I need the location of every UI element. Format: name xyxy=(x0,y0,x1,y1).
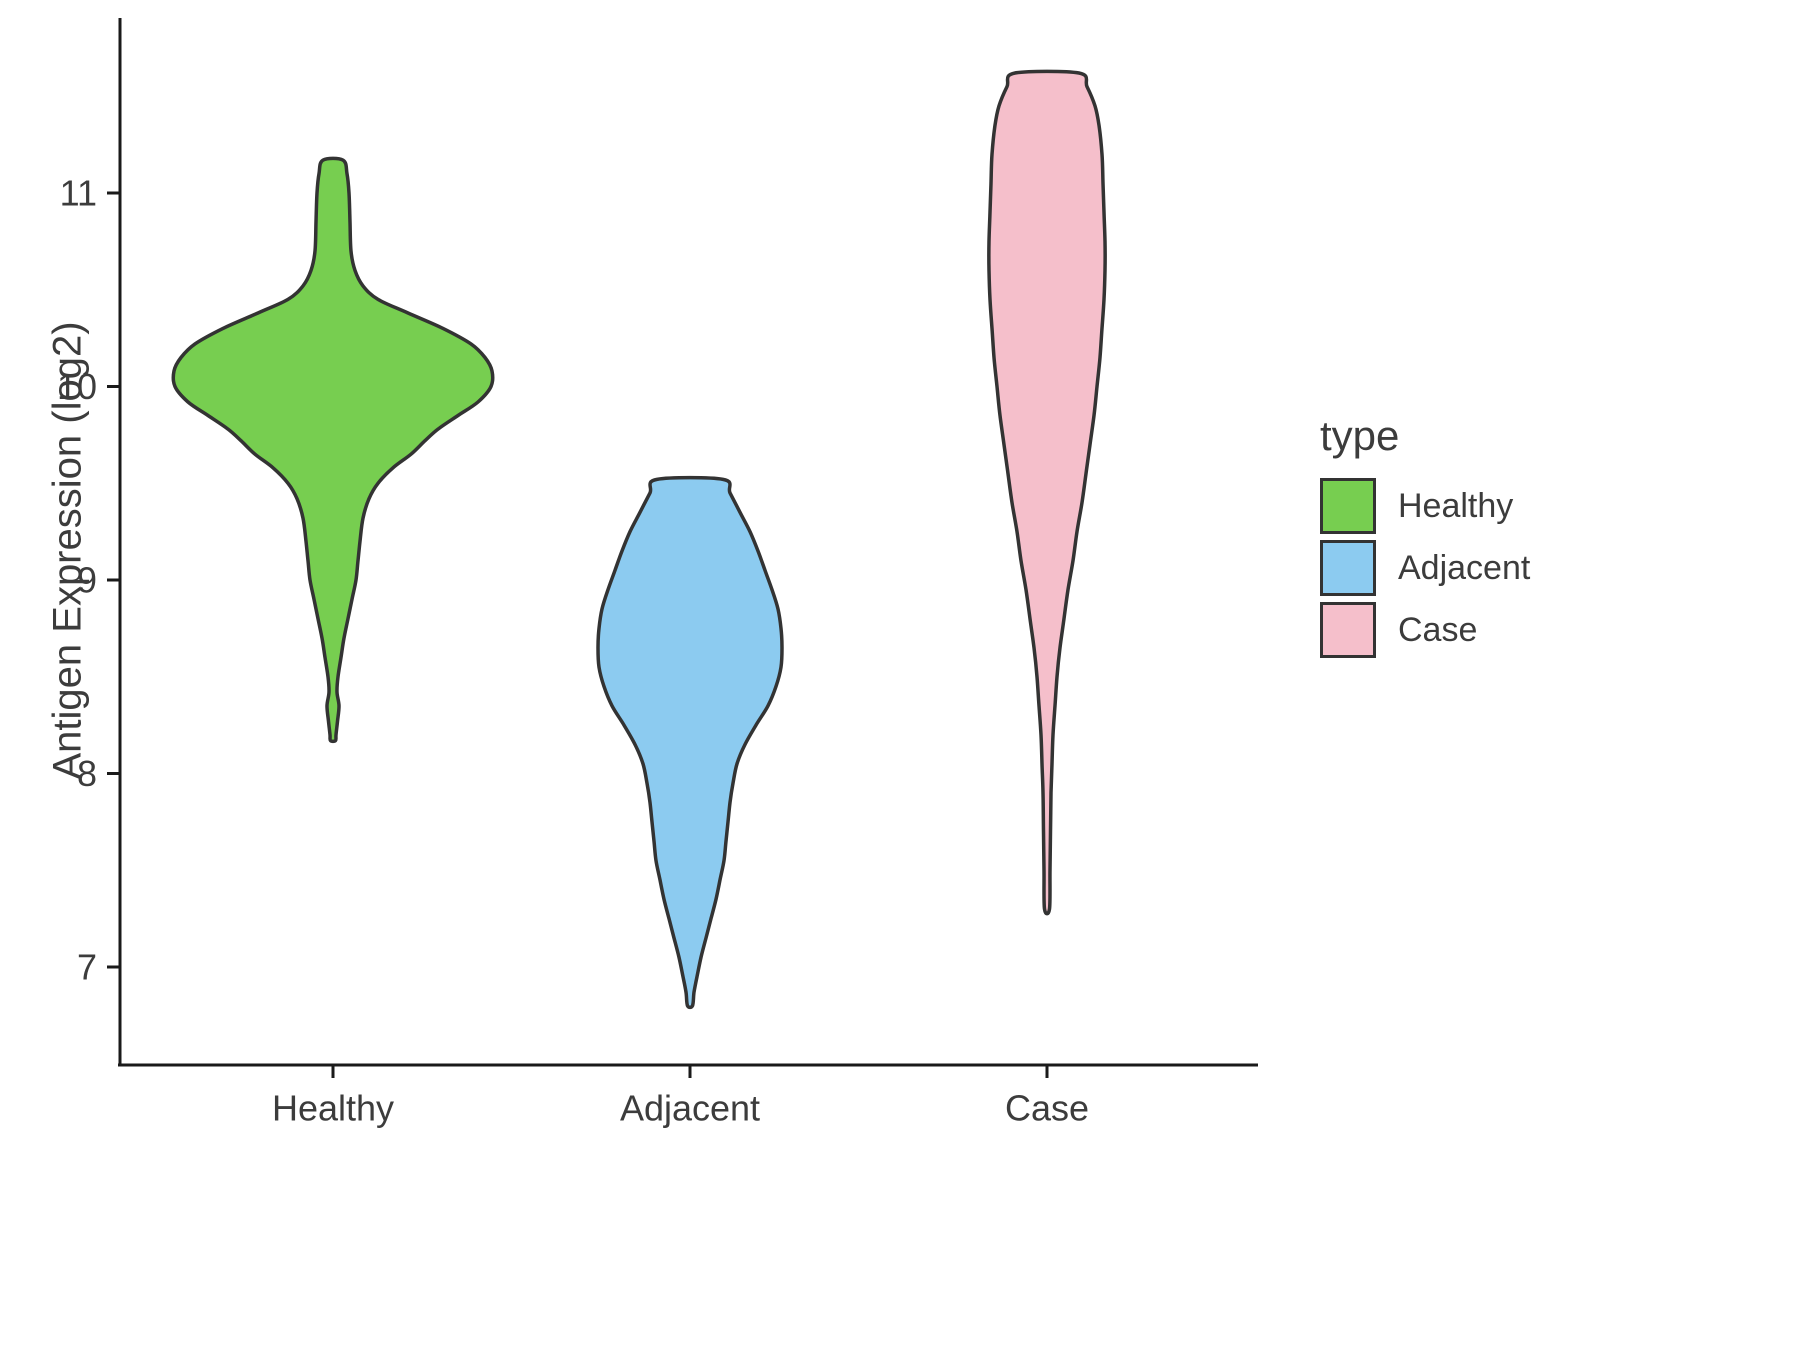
legend-title: type xyxy=(1320,412,1400,459)
x-category-label-healthy: Healthy xyxy=(272,1087,394,1128)
legend-label-healthy: Healthy xyxy=(1398,486,1514,525)
y-tick-label: 9 xyxy=(77,560,97,601)
violin-case xyxy=(987,69,1107,916)
y-tick-label: 10 xyxy=(57,366,97,407)
violin-healthy xyxy=(171,156,495,744)
legend-label-adjacent: Adjacent xyxy=(1398,548,1531,587)
legend: type Healthy Adjacent Case xyxy=(1320,412,1530,664)
legend-label-case: Case xyxy=(1398,610,1478,649)
legend-item-case: Case xyxy=(1320,602,1530,658)
y-axis-title: Antigen Expression (log2) xyxy=(45,321,90,780)
y-tick-label: 8 xyxy=(77,753,97,794)
x-category-label-adjacent: Adjacent xyxy=(620,1087,760,1128)
y-tick-label: 11 xyxy=(60,173,97,214)
legend-item-healthy: Healthy xyxy=(1320,478,1530,534)
legend-swatch-healthy xyxy=(1320,478,1376,534)
legend-swatch-case xyxy=(1320,602,1376,658)
legend-item-adjacent: Adjacent xyxy=(1320,540,1530,596)
legend-swatch-adjacent xyxy=(1320,540,1376,596)
violin-adjacent xyxy=(596,475,784,1010)
x-category-label-case: Case xyxy=(1005,1087,1089,1128)
y-tick-label: 7 xyxy=(77,947,97,988)
